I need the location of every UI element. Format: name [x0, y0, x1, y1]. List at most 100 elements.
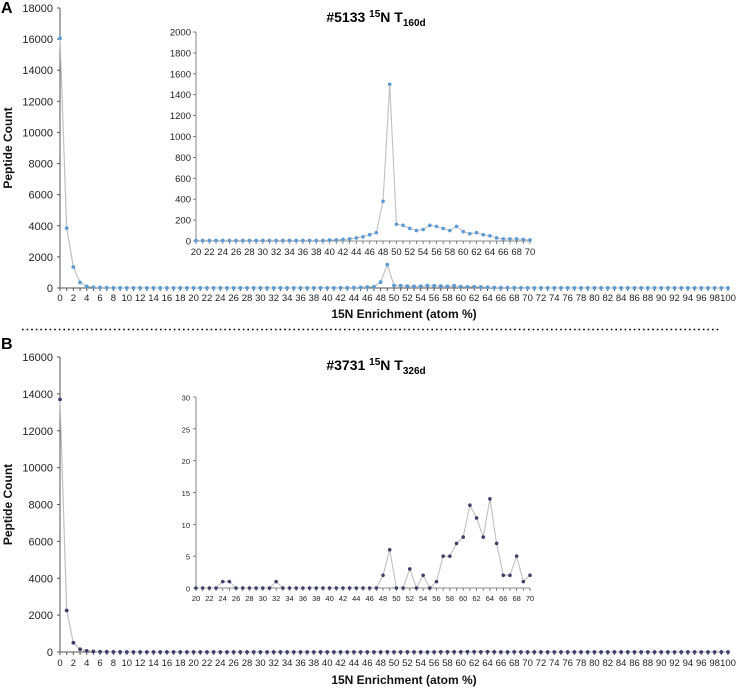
inset-data-point: [428, 586, 432, 590]
inset-data-point: [247, 238, 252, 243]
x-tick-label: 36: [295, 658, 306, 669]
main-data-point: [325, 650, 330, 654]
main-data-point: [632, 286, 637, 290]
main-data-point: [358, 650, 363, 654]
inset-data-point: [341, 237, 345, 242]
x-tick-label: 92: [669, 658, 680, 669]
inset-x-tick-label: 20: [191, 247, 202, 258]
main-data-point: [625, 286, 630, 290]
x-tick-label: 28: [242, 658, 253, 669]
inset-data-point: [461, 229, 466, 234]
x-tick-label: 42: [335, 293, 346, 304]
x-tick-label: 72: [536, 658, 547, 669]
inset-data-point: [200, 238, 205, 243]
inset-data-point: [261, 586, 265, 590]
main-data-point: [71, 265, 76, 269]
main-data-point: [599, 286, 603, 290]
x-tick-label: 78: [576, 293, 587, 304]
inset-data-point: [528, 573, 532, 578]
x-tick-label: 24: [215, 293, 226, 304]
inset-y-tick-label: 1400: [170, 90, 191, 101]
inset-data-point: [274, 579, 278, 584]
x-tick-label: 76: [562, 293, 573, 304]
main-data-point: [418, 650, 423, 654]
inset-data-point: [448, 554, 452, 558]
main-data-point: [84, 284, 89, 289]
x-tick-label: 22: [202, 658, 213, 669]
main-data-point: [91, 649, 96, 654]
main-data-point: [559, 650, 563, 654]
y-tick-label: 4000: [29, 573, 53, 585]
inset-data-point: [267, 586, 272, 590]
inset-data-point: [488, 497, 492, 501]
inset-data-point: [474, 230, 479, 235]
inset-x-tick-label: 26: [231, 247, 242, 258]
main-data-point: [71, 640, 76, 645]
main-data-point: [265, 650, 269, 654]
main-data-point: [164, 650, 169, 654]
inset-y-tick-label: 1200: [170, 111, 191, 122]
x-tick-label: 30: [255, 293, 266, 304]
panel-letter: A: [1, 0, 13, 17]
main-data-point: [519, 650, 523, 654]
main-data-point: [619, 650, 624, 654]
main-data-point: [258, 286, 263, 290]
y-tick-label: 14000: [22, 65, 53, 77]
main-data-point: [58, 36, 62, 41]
inset-data-point: [421, 573, 425, 578]
main-data-point: [178, 650, 183, 654]
main-data-point: [432, 650, 436, 654]
x-tick-label: 62: [469, 658, 480, 669]
x-tick-label: 84: [616, 658, 627, 669]
inset-data-point: [414, 586, 419, 590]
x-tick-label: 34: [282, 293, 293, 304]
main-data-point: [251, 650, 256, 654]
inset-data-point: [240, 586, 245, 590]
main-data-point: [84, 648, 89, 653]
main-data-point: [599, 650, 603, 654]
y-tick-label: 18000: [22, 3, 53, 15]
inset-y-tick-label: 25: [182, 425, 190, 434]
main-data-point: [91, 285, 96, 290]
inset-data-point: [287, 586, 292, 590]
inset-data-point: [220, 238, 225, 243]
inset-data-point: [247, 586, 252, 590]
y-tick-label: 8000: [29, 159, 53, 171]
inset-x-tick-label: 70: [525, 247, 536, 258]
main-data-point: [512, 650, 517, 654]
main-data-point: [545, 650, 550, 654]
inset-data-point: [461, 535, 466, 539]
inset-x-tick-label: 58: [446, 594, 454, 603]
x-tick-label: 54: [415, 293, 426, 304]
inset-x-tick-label: 24: [219, 594, 227, 603]
inset-data-point: [214, 586, 218, 590]
x-tick-label: 0: [57, 658, 62, 669]
inset-x-tick-label: 40: [325, 594, 333, 603]
x-tick-label: 62: [469, 293, 480, 304]
inset-y-tick-label: 30: [182, 394, 190, 403]
main-data-point: [98, 285, 102, 290]
inset-data-point: [508, 573, 512, 578]
main-data-point: [485, 285, 490, 290]
main-data-point: [585, 286, 590, 290]
main-data-point: [198, 286, 203, 290]
x-tick-label: 34: [282, 658, 293, 669]
main-data-point: [225, 286, 229, 290]
main-data-point: [185, 286, 189, 290]
main-data-point: [458, 649, 463, 654]
inset-x-tick-label: 56: [432, 594, 440, 603]
x-tick-label: 60: [456, 293, 467, 304]
inset-data-point: [234, 238, 238, 243]
main-data-point: [585, 650, 590, 654]
inset-y-tick-label: 0: [186, 237, 191, 248]
main-data-point: [492, 285, 497, 290]
main-data-point: [699, 286, 704, 290]
x-axis-title: 15N Enrichment (atom %): [331, 307, 476, 321]
y-tick-label: 2000: [29, 610, 53, 622]
inset-x-tick-label: 52: [404, 247, 415, 258]
inset-data-point: [374, 586, 379, 590]
x-tick-label: 12: [135, 658, 146, 669]
inset-data-point: [281, 238, 285, 243]
inset-data-point: [287, 238, 292, 243]
inset-x-tick-label: 58: [445, 247, 456, 258]
